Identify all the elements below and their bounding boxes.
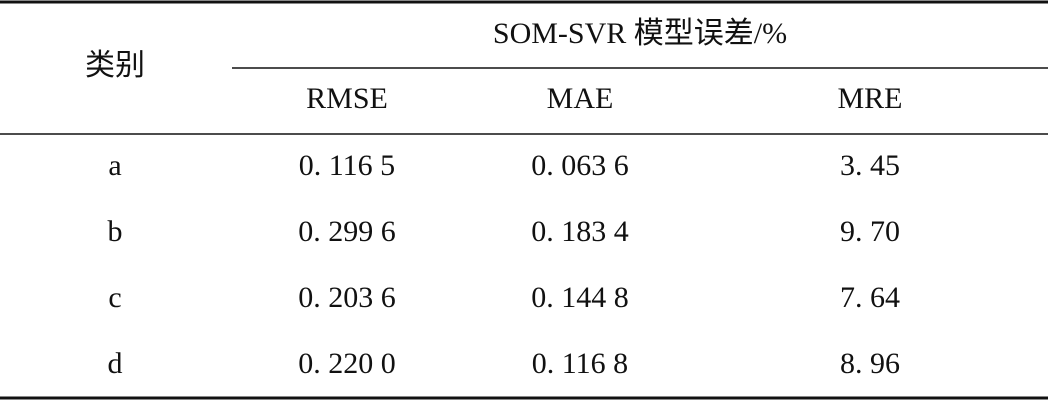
column-header: MAE (547, 82, 614, 115)
cell: 3. 45 (840, 149, 900, 182)
cell: 0. 220 0 (298, 347, 396, 380)
row-header: 类别 (85, 49, 145, 82)
row-label: b (108, 215, 123, 248)
group-header: SOM-SVR 模型误差/% (493, 17, 787, 50)
cell: 0. 299 6 (298, 215, 396, 248)
cell: 0. 203 6 (298, 281, 396, 314)
cell: 0. 116 8 (532, 347, 628, 380)
cell: 9. 70 (840, 215, 900, 248)
cell: 0. 116 5 (299, 149, 395, 182)
cell: 0. 144 8 (531, 281, 629, 314)
row-label: a (108, 149, 121, 182)
cell: 7. 64 (840, 281, 900, 314)
column-header: RMSE (306, 82, 388, 115)
cell: 8. 96 (840, 347, 900, 380)
row-label: c (108, 281, 121, 314)
cell: 0. 183 4 (531, 215, 629, 248)
column-header: MRE (837, 82, 902, 115)
cell: 0. 063 6 (531, 149, 629, 182)
row-label: d (108, 347, 123, 380)
